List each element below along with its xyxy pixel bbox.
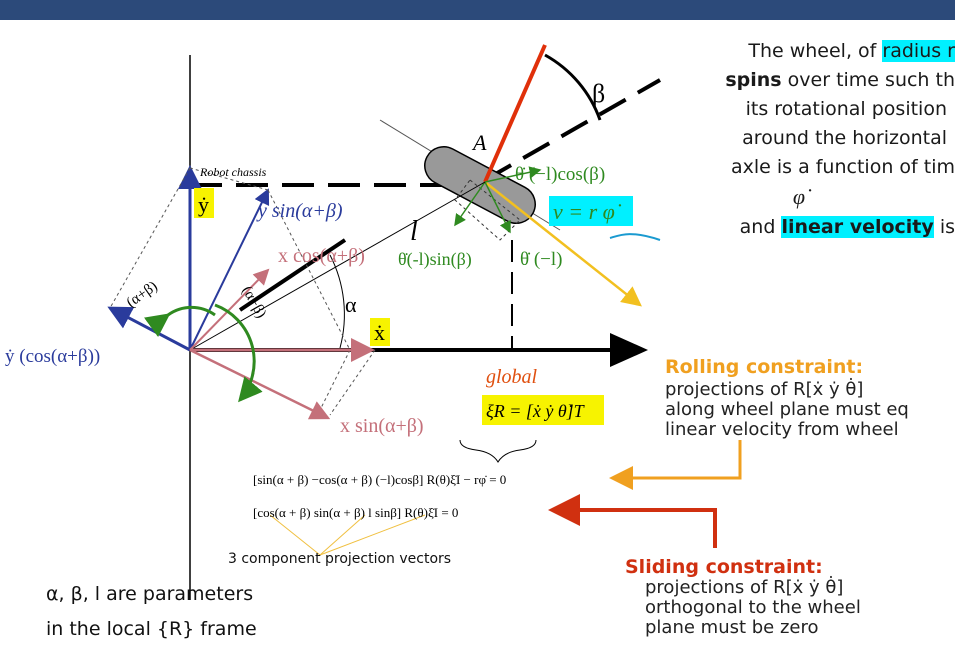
l-label: l: [410, 216, 418, 247]
y-dot-cos-label: ẏ (cos(α+β)): [5, 346, 100, 367]
beta-arc: [544, 53, 602, 121]
sliding-arrow: [548, 494, 717, 548]
theta-sin-label: θ̇(-l)sin(β): [398, 249, 472, 270]
sliding-constraint: Sliding constraint: projections of R[ẋ ẏ…: [625, 556, 861, 638]
wheel-projection-box: [454, 179, 521, 241]
beta-label: β: [592, 79, 605, 108]
alpha-arc: [329, 254, 345, 349]
projection-vectors-label: 3 component projection vectors: [228, 551, 452, 567]
v-equation-label: v = r φ̇: [553, 199, 622, 224]
x-sin-vector: [189, 348, 331, 420]
rolling-constraint: Rolling constraint: projections of R[ẋ ẏ…: [665, 356, 909, 440]
y-sin-vector: [189, 188, 270, 351]
y-sin-label: y sin(α+β): [256, 200, 343, 222]
robot-chassis-label: Robot chassis: [199, 165, 267, 179]
alpha-beta-label-2: (α+β): [238, 284, 269, 321]
wheel-description: The wheel, of radius r spins over time s…: [725, 40, 955, 238]
x-axis-arrowhead: [610, 333, 648, 367]
y-dot-label: ẏ: [198, 192, 209, 217]
rolling-arrow: [609, 440, 742, 490]
brace: [459, 439, 537, 463]
theta-l-label: θ̇ (−l): [520, 249, 563, 270]
y-cos-vector: [107, 306, 191, 352]
theta-cos-label: θ̇ (−l)cos(β): [515, 164, 605, 185]
point-a-label: A: [471, 130, 487, 155]
xi-r-label: ξ̇R = [ẋ ẏ θ̇]T: [486, 401, 586, 421]
sliding-title: Sliding constraint:: [625, 556, 823, 578]
red-axis: [483, 44, 547, 183]
rolling-equation: [sin(α + β) −cos(α + β) (−l)cosβ] R(θ)ξ̇…: [253, 472, 506, 487]
beta-dashed-line: [484, 78, 661, 182]
alpha-beta-label-1: (α+β): [124, 278, 161, 311]
parameters-note: α, β, l are parameters in the local {R} …: [46, 583, 257, 640]
global-note: global: [486, 366, 538, 388]
rolling-title: Rolling constraint:: [665, 356, 864, 378]
velocity-arrow: [484, 181, 642, 307]
wavy-pointer: [609, 233, 661, 241]
alpha-line: [238, 238, 347, 312]
alpha-label: α: [345, 292, 357, 317]
x-cos-label: x cos(α+β): [278, 245, 365, 267]
x-sin-label: x sin(α+β): [340, 415, 424, 437]
sliding-equation: [cos(α + β) sin(α + β) l sinβ] R(θ)ξ̇I =…: [253, 505, 458, 520]
x-cos-vector: [189, 268, 270, 351]
header-bar: [0, 0, 955, 20]
x-dot-label: ẋ: [374, 320, 385, 345]
